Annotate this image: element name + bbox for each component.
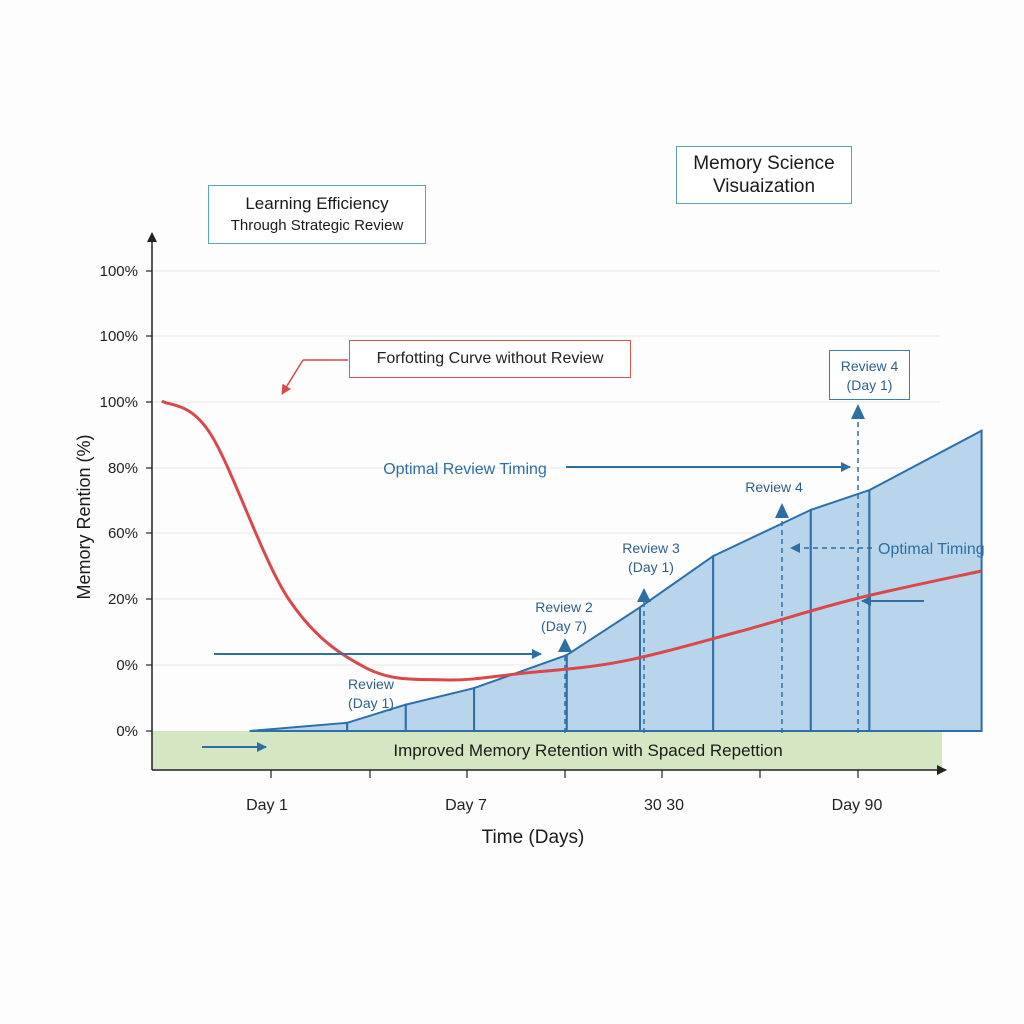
y-tick-label: 60% (108, 525, 138, 542)
review-step (639, 554, 715, 732)
review-4-label-box: Review 4 (Day 1) (829, 350, 910, 400)
y-tick-label: 100% (100, 328, 138, 345)
review-step (809, 488, 871, 732)
review-step (473, 653, 568, 732)
forgetting-curve-label-box: Forfotting Curve without Review (349, 340, 631, 378)
y-tick-labels: 100% 100% 100% 80% 60% 20% 0% 0% (100, 263, 138, 740)
review-label: Review 4 (745, 479, 803, 495)
review-step (868, 429, 983, 732)
review-arrowhead (558, 638, 572, 652)
y-tick-label: 80% (108, 460, 138, 477)
forgetting-callout-arrow-head (281, 359, 304, 395)
memory-science-title-box: Memory Science Visuaization (676, 146, 852, 204)
review-steps (249, 429, 983, 732)
gridlines (152, 270, 940, 666)
optimal-review-timing-label: Optimal Review Timing (383, 461, 547, 478)
x-tick-label: Day 7 (445, 797, 487, 814)
review-4-label-day: (Day 1) (846, 377, 893, 393)
y-tick-label: 20% (108, 591, 138, 608)
review-markers (564, 412, 859, 733)
review-label: Review (348, 676, 395, 692)
x-tick-labels: Day 1 Day 7 30 30 Day 90 (246, 797, 882, 814)
review-step (712, 508, 812, 732)
forgetting-curve-label: Forfotting Curve without Review (376, 350, 604, 367)
y-tick-label: 100% (100, 394, 138, 411)
learning-efficiency-box: Learning Efficiency Through Strategic Re… (208, 185, 426, 244)
review-arrowhead (851, 404, 865, 419)
x-tick-label: Day 90 (832, 797, 883, 814)
review-arrowhead (775, 503, 789, 518)
review-4-label: Review 4 (840, 358, 899, 374)
y-ticks (146, 270, 152, 732)
review-step (404, 686, 476, 732)
review-label-day: (Day 7) (541, 618, 587, 634)
x-axis-label: Time (Days) (482, 827, 585, 848)
y-tick-label: 100% (100, 263, 138, 280)
x-ticks (270, 770, 859, 778)
learning-efficiency-title: Learning Efficiency (245, 194, 389, 213)
review-label: Review 3 (622, 540, 680, 556)
learning-efficiency-subtitle: Through Strategic Review (230, 217, 404, 234)
x-tick-label: Day 1 (246, 797, 288, 814)
review-labels: Review (Day 1) Review 2 (Day 7) Review 3… (348, 479, 803, 711)
review-label-day: (Day 1) (628, 559, 674, 575)
review-label: Review 2 (535, 599, 593, 615)
review-step (249, 721, 349, 732)
optimal-timing-label: Optimal Timing (878, 541, 985, 558)
memory-science-title-line1: Memory Science (693, 153, 835, 174)
memory-science-title-line2: Visuaization (712, 176, 816, 197)
y-tick-label: 0% (116, 723, 138, 740)
forgetting-curve (160, 399, 982, 682)
x-tick-label: 30 30 (644, 797, 684, 814)
review-marker-arrows (558, 404, 865, 652)
y-tick-label: 0% (116, 657, 138, 674)
review-label-day: (Day 1) (348, 695, 394, 711)
y-axis-label: Memory Rention (%) (74, 434, 94, 599)
retention-band (152, 731, 942, 770)
review-arrowhead (637, 588, 651, 602)
retention-band-label: Improved Memory Retention with Spaced Re… (393, 741, 782, 760)
